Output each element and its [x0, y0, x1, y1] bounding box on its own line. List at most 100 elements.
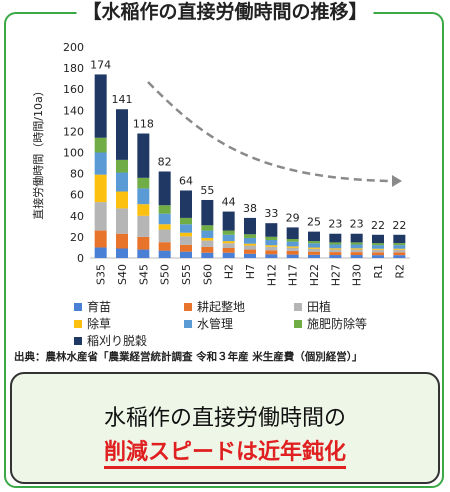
bar-segment — [308, 248, 320, 252]
bar-total-label: 55 — [200, 184, 214, 197]
bar-segment — [329, 242, 342, 245]
bar-segment — [201, 252, 214, 258]
bar-segment — [244, 217, 256, 235]
callout-text-line2: 削減スピードは近年鈍化 — [12, 434, 438, 469]
bar-segment — [393, 252, 406, 256]
x-tick-label: R1 — [372, 264, 385, 279]
bar-segment — [329, 244, 342, 249]
bar-total-label: 82 — [158, 155, 172, 168]
bar-segment — [137, 177, 150, 189]
legend-label: 耕起整地 — [197, 300, 246, 314]
bar-segment — [180, 224, 192, 233]
bar-segment — [350, 252, 363, 256]
bar-segment — [308, 254, 320, 258]
x-tick-label: S35 — [95, 264, 108, 285]
x-tick-label: H27 — [329, 264, 342, 286]
bar-segment — [201, 225, 214, 231]
bar-total-label: 23 — [328, 218, 342, 231]
bar-segment — [116, 109, 128, 160]
legend-swatch — [74, 336, 82, 345]
bar-segment — [244, 237, 256, 244]
bar-segment — [372, 248, 384, 250]
bar-segment — [372, 245, 384, 249]
bar-segment — [372, 234, 384, 244]
bar-segment — [201, 240, 214, 247]
bar-segment — [94, 247, 107, 258]
bar-segment — [137, 236, 150, 250]
bar-segment — [158, 171, 171, 206]
bar-segment — [158, 224, 171, 230]
legend-label: 育苗 — [87, 300, 112, 314]
bar-segment — [393, 248, 406, 250]
bar-segment — [393, 255, 406, 258]
legend-item: 田植 — [294, 298, 331, 315]
bar-segment — [393, 249, 406, 253]
legend-swatch — [294, 319, 302, 328]
bar-segment — [201, 246, 214, 253]
legend-swatch — [184, 302, 192, 311]
bar-segment — [94, 202, 107, 231]
bar-total-label: 23 — [350, 218, 364, 231]
legend-item: 除草 — [74, 315, 111, 332]
bar-segment — [180, 232, 192, 237]
bar-segment — [137, 133, 150, 178]
bar-segment — [158, 242, 171, 251]
bar-segment — [137, 215, 150, 237]
bar-segment — [286, 241, 299, 247]
bar-segment — [137, 249, 150, 258]
bar-segment — [201, 237, 214, 241]
bar-total-label: 29 — [286, 211, 300, 224]
y-tick-label: 40 — [70, 210, 84, 223]
legend-swatch — [74, 302, 82, 311]
bar-segment — [350, 248, 363, 250]
bar-segment — [350, 249, 363, 253]
bar-segment — [286, 227, 299, 240]
bar-segment — [158, 229, 171, 243]
x-tick-label: S40 — [116, 264, 129, 285]
bar-segment — [393, 245, 406, 249]
bar-segment — [94, 74, 107, 138]
bar-segment — [222, 247, 235, 253]
x-tick-label: H22 — [308, 264, 321, 286]
bar-segment — [201, 199, 214, 226]
bar-segment — [94, 174, 107, 203]
legend-item: 稲刈り脱穀 — [74, 332, 147, 349]
callout-text-line1: 水稲作の直接労働時間の — [103, 406, 346, 431]
bar-total-label: 25 — [307, 216, 321, 229]
bar-segment — [222, 252, 235, 258]
bar-segment — [137, 188, 150, 205]
bar-segment — [372, 243, 384, 246]
bar-segment — [244, 249, 256, 254]
bar-segment — [158, 213, 171, 225]
bar-total-label: 33 — [264, 207, 278, 220]
bar-segment — [94, 137, 107, 153]
y-tick-label: 160 — [63, 83, 84, 96]
bar-segment — [308, 251, 320, 255]
y-tick-label: 120 — [63, 125, 84, 138]
bar-segment — [286, 247, 299, 251]
bar-segment — [372, 249, 384, 253]
bar-segment — [308, 247, 320, 249]
bar-segment — [158, 205, 171, 214]
bar-segment — [372, 252, 384, 256]
bar-total-label: 141 — [112, 93, 133, 106]
bar-segment — [180, 190, 192, 218]
bar-segment — [201, 230, 214, 238]
bar-segment — [265, 250, 278, 255]
bar-segment — [329, 255, 342, 258]
bar-segment — [393, 243, 406, 246]
bar-segment — [286, 250, 299, 255]
bar-segment — [308, 231, 320, 242]
bar-segment — [180, 217, 192, 225]
bar-segment — [222, 243, 235, 248]
y-tick-label: 100 — [63, 147, 84, 160]
bar-segment — [265, 245, 278, 247]
bar-total-label: 174 — [90, 58, 111, 71]
x-tick-label: S60 — [201, 264, 214, 285]
y-tick-label: 20 — [70, 231, 84, 244]
legend-swatch — [184, 319, 192, 328]
bar-segment — [265, 239, 278, 246]
y-axis-title: 直接労働時間（時間/10a） — [31, 85, 45, 219]
bar-segment — [158, 250, 171, 258]
legend-swatch — [294, 302, 302, 311]
